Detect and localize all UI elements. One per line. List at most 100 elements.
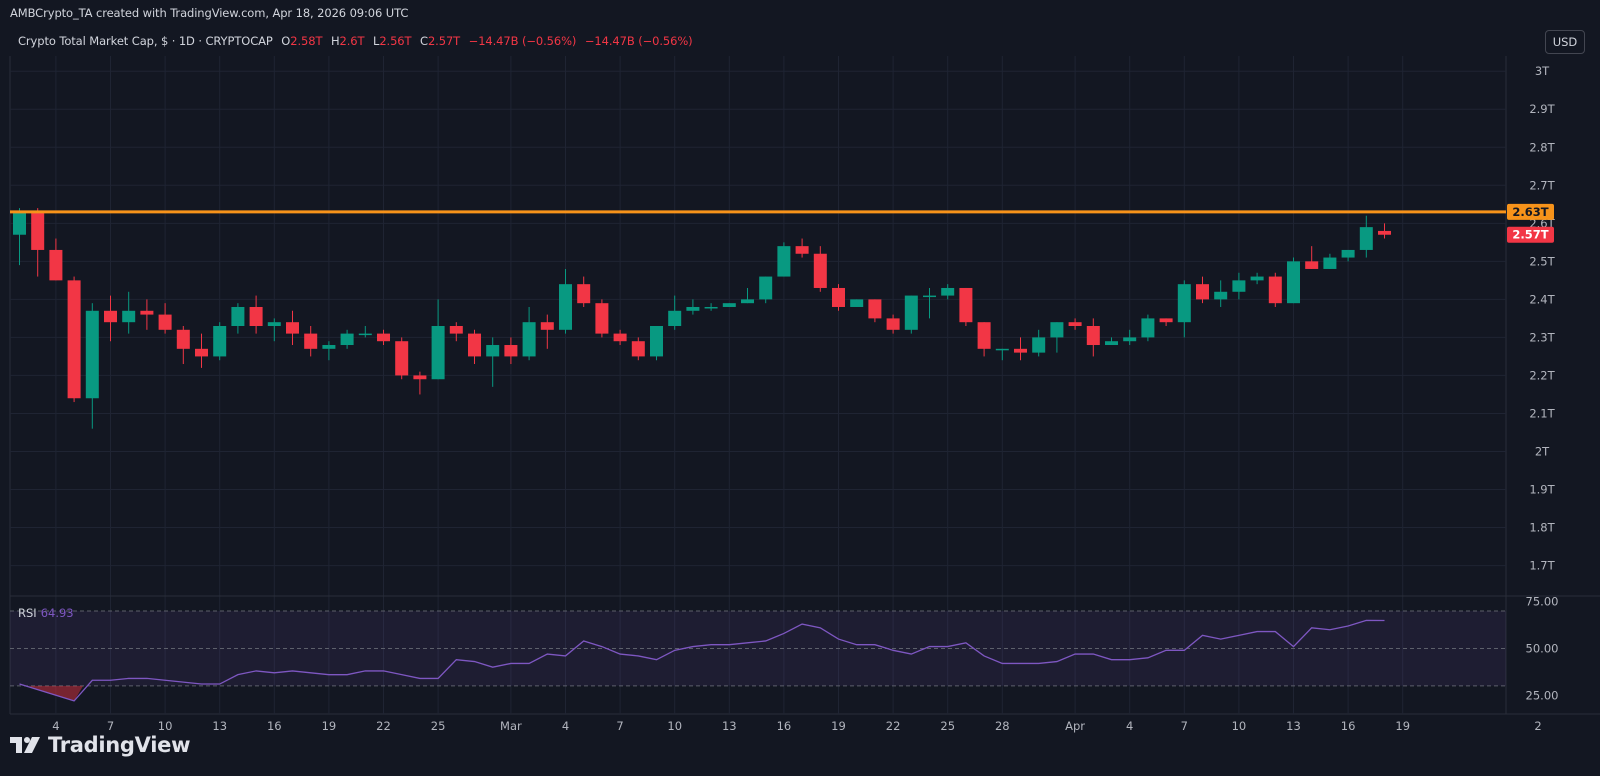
candle[interactable] — [1032, 329, 1046, 357]
price-pane — [10, 208, 1506, 429]
candle[interactable] — [85, 303, 99, 429]
time-tick-label: 7 — [616, 719, 623, 733]
rsi-line[interactable] — [19, 619, 1385, 702]
candle[interactable] — [722, 303, 736, 307]
candle[interactable] — [686, 299, 700, 315]
candle[interactable] — [67, 276, 81, 403]
candle[interactable] — [1323, 253, 1337, 269]
candle[interactable] — [1359, 215, 1373, 258]
candle[interactable] — [977, 322, 991, 357]
candle[interactable] — [1177, 280, 1191, 338]
rsi-title[interactable]: RSI — [18, 606, 37, 620]
candle-body — [704, 306, 718, 309]
candle[interactable] — [158, 303, 172, 334]
candle[interactable] — [1196, 276, 1209, 304]
candle[interactable] — [49, 238, 63, 281]
candle[interactable] — [13, 208, 26, 266]
candle[interactable] — [559, 268, 572, 334]
candle-body — [631, 341, 645, 357]
candle[interactable] — [650, 326, 663, 361]
candle[interactable] — [959, 287, 973, 326]
candle[interactable] — [31, 208, 45, 277]
candle[interactable] — [1159, 318, 1173, 326]
candle[interactable] — [832, 284, 845, 311]
candle[interactable] — [1341, 249, 1355, 262]
tradingview-logo[interactable]: TradingView — [10, 733, 190, 757]
candle-body — [1214, 291, 1228, 300]
candle[interactable] — [540, 314, 554, 349]
currency-button[interactable]: USD — [1545, 30, 1585, 54]
candle[interactable] — [777, 242, 791, 277]
candle[interactable] — [176, 326, 190, 365]
candle[interactable] — [449, 322, 463, 342]
candle[interactable] — [486, 337, 500, 387]
candle[interactable] — [1014, 337, 1027, 361]
candle[interactable] — [631, 337, 645, 361]
time-tick-label: 10 — [158, 719, 173, 733]
candle[interactable] — [1086, 318, 1100, 357]
candle[interactable] — [1287, 257, 1300, 304]
candle[interactable] — [231, 303, 245, 334]
candle-body — [977, 322, 991, 349]
change-percent-secondary: (−0.56%) — [638, 34, 693, 48]
candle[interactable] — [122, 291, 136, 334]
candle[interactable] — [941, 284, 955, 300]
candle[interactable] — [468, 329, 481, 365]
candle[interactable] — [1105, 337, 1118, 346]
candle[interactable] — [759, 276, 773, 304]
candle[interactable] — [1214, 280, 1228, 307]
candle[interactable] — [413, 371, 427, 395]
time-tick-label: 25 — [940, 719, 955, 733]
candle[interactable] — [104, 295, 117, 342]
candle[interactable] — [923, 287, 936, 319]
candle[interactable] — [1268, 272, 1282, 307]
candle[interactable] — [1305, 246, 1319, 269]
candle[interactable] — [577, 276, 591, 307]
candle[interactable] — [904, 295, 918, 334]
candle[interactable] — [1141, 314, 1155, 342]
candle-body — [1305, 261, 1319, 269]
candle[interactable] — [340, 329, 354, 349]
candle-body — [904, 295, 918, 330]
candle[interactable] — [522, 306, 536, 361]
candle[interactable] — [704, 303, 718, 311]
candle-body — [923, 295, 936, 298]
candle[interactable] — [886, 314, 900, 334]
candle[interactable] — [813, 246, 827, 292]
candle[interactable] — [1250, 272, 1264, 285]
candle[interactable] — [431, 299, 445, 380]
candle[interactable] — [322, 341, 336, 361]
candle[interactable] — [1378, 223, 1391, 239]
candle[interactable] — [358, 326, 372, 338]
candle[interactable] — [395, 337, 409, 380]
candle-body — [158, 314, 172, 330]
time-tick-label: 10 — [1232, 719, 1247, 733]
candle[interactable] — [140, 299, 154, 330]
candle[interactable] — [1068, 318, 1082, 330]
candle[interactable] — [249, 295, 263, 334]
candle[interactable] — [595, 299, 609, 338]
candle[interactable] — [504, 337, 518, 365]
candle[interactable] — [613, 329, 627, 346]
candle[interactable] — [377, 329, 390, 346]
candle[interactable] — [1232, 272, 1246, 300]
symbol-legend: Crypto Total Market Cap, $ · 1D · CRYPTO… — [18, 34, 693, 48]
candle[interactable] — [868, 299, 882, 323]
candle[interactable] — [213, 322, 227, 361]
candle[interactable] — [304, 326, 318, 357]
candle[interactable] — [741, 287, 754, 304]
last-price-badge — [1507, 226, 1554, 243]
candle[interactable] — [267, 318, 281, 342]
candle[interactable] — [286, 310, 299, 346]
candle[interactable] — [668, 295, 682, 330]
rsi-legend: RSI 64.93 — [18, 606, 74, 620]
candle[interactable] — [1123, 329, 1137, 346]
symbol-title[interactable]: Crypto Total Market Cap, $ · 1D · CRYPTO… — [18, 34, 273, 48]
candle[interactable] — [995, 348, 1009, 361]
candle[interactable] — [850, 299, 864, 307]
candle[interactable] — [1050, 322, 1064, 353]
candle[interactable] — [795, 238, 809, 258]
time-tick-label: 2 — [1534, 719, 1541, 733]
candle[interactable] — [195, 333, 208, 368]
